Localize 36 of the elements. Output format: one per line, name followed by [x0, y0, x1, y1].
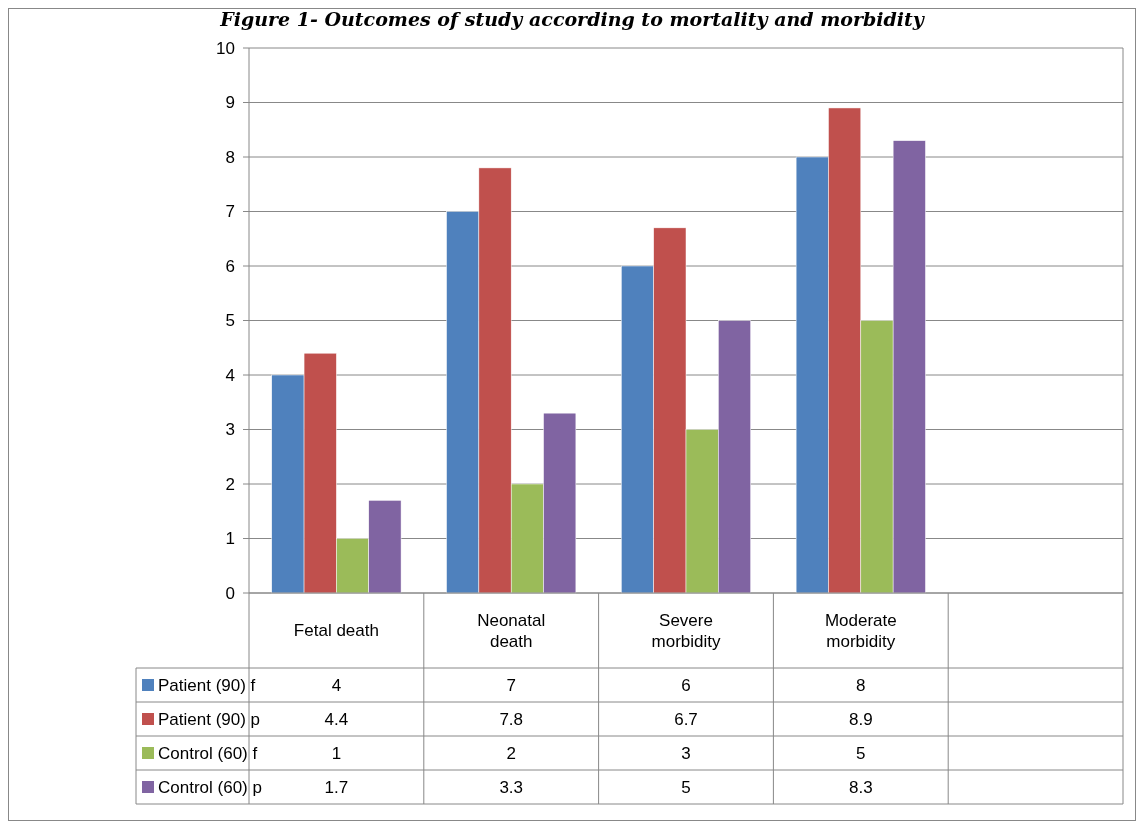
y-tick-label: 3 [225, 420, 235, 440]
y-tick-label: 4 [225, 365, 235, 385]
legend-label: Control (60) f [158, 743, 258, 763]
y-tick-label: 8 [225, 147, 235, 167]
data-label: 8.9 [848, 709, 873, 729]
data-label: 5 [681, 777, 691, 797]
chart-title: Figure 1- Outcomes of study according to mortality and morbidity [219, 8, 926, 30]
data-label: 4 [331, 675, 342, 695]
legend-label: Patient (90) f [158, 675, 256, 695]
data-label: 2 [506, 743, 516, 763]
data-label: 3.3 [499, 777, 524, 797]
y-tick-label: 0 [225, 583, 235, 603]
y-tick-label: 6 [225, 256, 235, 276]
data-label: 4.4 [324, 709, 349, 729]
data-label: 7.8 [499, 709, 524, 729]
data-label: 3 [681, 743, 691, 763]
data-label: 6.7 [674, 709, 698, 729]
data-label: 1.7 [324, 777, 349, 797]
y-tick-label: 9 [225, 93, 235, 113]
legend-label: Control (60) p [158, 777, 262, 797]
legend-label: Patient (90) p [158, 709, 261, 729]
x-tick-label: Severe morbidity [651, 611, 721, 651]
data-label: 5 [856, 743, 866, 763]
y-tick-label: 1 [225, 529, 235, 549]
y-tick-label: 2 [225, 474, 235, 494]
y-tick-label: 10 [216, 38, 235, 58]
y-tick-label: 5 [225, 311, 235, 331]
data-label: 8 [856, 675, 866, 695]
data-label: 7 [506, 675, 516, 695]
data-label: 6 [681, 675, 691, 695]
x-tick-label: Moderate morbidity [824, 611, 897, 651]
data-label: 8.3 [848, 777, 873, 797]
x-tick-label: Neonatal death [477, 611, 546, 651]
y-tick-label: 7 [225, 202, 235, 222]
x-tick-label: Fetal death [293, 621, 379, 641]
data-label: 1 [331, 743, 342, 763]
